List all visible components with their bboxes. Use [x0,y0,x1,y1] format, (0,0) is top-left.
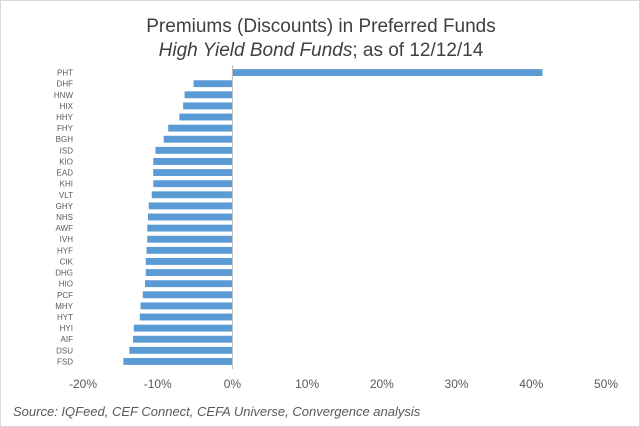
bar-dhg [145,269,233,276]
x-tick-label: -10% [144,377,172,391]
x-tick-label: 10% [295,377,319,391]
bar-hix [183,102,233,110]
bar-hyi [133,324,233,332]
x-tick-labels-group: -20% -10% 0% 10% 20% 30% 40% 50% [69,377,618,391]
category-label-hnw: HNW [54,91,74,100]
x-tick-label: 30% [445,377,469,391]
category-label-fhy: FHY [57,124,74,133]
x-tick-label: -20% [69,377,97,391]
category-label-mhy: MHY [55,302,73,311]
category-label-ghy: GHY [56,202,74,211]
category-label-ead: EAD [57,169,74,178]
category-label-hhy: HHY [56,113,74,122]
bar-hyf [146,246,233,254]
bar-hio [145,280,233,288]
bar-mhy [140,302,233,310]
category-label-fsd: FSD [57,357,73,366]
category-label-hyt: HYT [57,313,73,322]
bar-hhy [179,113,233,121]
category-label-dsu: DSU [56,346,73,355]
bar-isd [155,146,233,154]
bar-cik [145,258,233,265]
category-label-cik: CIK [60,257,74,266]
category-label-nhs: NHS [56,213,73,222]
chart-subtitle: High Yield Bond Funds; as of 12/12/14 [1,39,640,63]
bar-vlt [151,191,233,199]
bar-pcf [142,291,233,299]
bar-pht [232,69,543,76]
category-label-aif: AIF [61,335,74,344]
bar-hnw [184,91,233,99]
bar-ead [153,169,233,176]
category-label-pcf: PCF [57,291,73,300]
bar-aif [133,335,233,343]
x-tick-label: 0% [224,377,242,391]
category-label-dhg: DHG [55,269,73,278]
x-tick-label: 20% [370,377,394,391]
bar-ghy [148,202,233,210]
bar-hyt [139,313,233,321]
bar-chart: PHT DHF HNW HIX HHY FHY BGH ISD KIO EAD KHI VLT GHY N… [54,65,618,391]
category-label-kio: KIO [59,157,73,166]
category-label-dhf: DHF [57,80,74,89]
category-label-hyi: HYI [60,324,73,333]
category-label-awf: AWF [56,224,74,233]
category-label-hyf: HYF [57,246,73,255]
x-tick-label: 50% [594,377,618,391]
category-label-vlt: VLT [59,191,73,200]
bar-bgh [163,135,233,143]
bar-kio [153,158,233,165]
category-labels-group: PHT DHF HNW HIX HHY FHY BGH ISD KIO EAD KHI VLT GHY N… [54,69,74,367]
bar-ivh [147,235,233,243]
bars-group [123,69,543,365]
category-label-ivh: IVH [60,235,74,244]
category-label-isd: ISD [60,146,74,155]
category-label-khi: KHI [60,180,73,189]
category-label-hio: HIO [59,280,73,289]
bar-dhf [193,80,233,88]
category-label-hix: HIX [60,102,74,111]
bar-awf [147,224,233,232]
bar-dsu [129,346,233,354]
category-label-bgh: BGH [56,135,74,144]
bar-fsd [123,358,233,365]
chart-title: Premiums (Discounts) in Preferred Funds [146,16,496,37]
chart-subtitle-date: ; as of 12/12/14 [352,40,484,61]
chart-subtitle-italic: High Yield Bond Funds [158,40,353,61]
bar-nhs [148,213,233,221]
bar-khi [153,180,233,188]
bar-fhy [168,124,233,132]
source-note: Source: IQFeed, CEF Connect, CEFA Univer… [13,404,421,419]
x-tick-label: 40% [519,377,543,391]
category-label-pht: PHT [57,69,73,78]
